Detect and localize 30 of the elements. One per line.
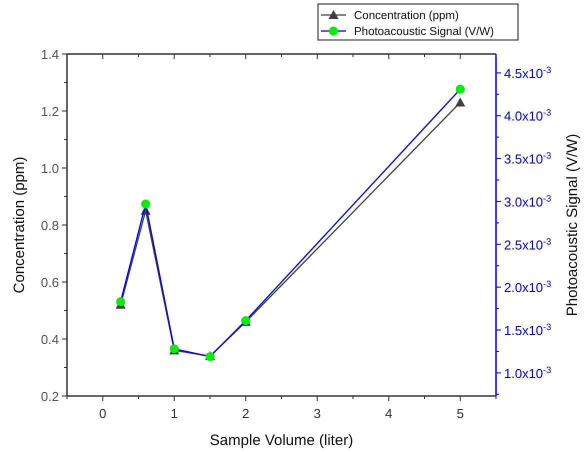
point <box>455 97 466 106</box>
y-axis-title: Concentration (ppm) <box>11 156 28 294</box>
legend-label: Concentration (ppm) <box>354 10 459 22</box>
x-tick-label: 5 <box>456 406 464 421</box>
y2-tick-label: 1.5x10$^{-3}$ <box>504 322 552 338</box>
y2-tick-label: 3.0x10$^{-3}$ <box>504 193 552 210</box>
y2-tick-label: 2.0x10$^{-3}$ <box>504 279 552 296</box>
y-tick-label: 0.8 <box>40 218 59 233</box>
x-tick-label: 4 <box>385 406 392 421</box>
legend-label: Photoacoustic Signal (V/W) <box>354 26 494 38</box>
x-tick-label: 1 <box>170 406 178 421</box>
x-tick-label: 3 <box>314 406 321 421</box>
y2-tick-label: 4.5x10$^{-3}$ <box>504 64 552 81</box>
x-tick-label: 2 <box>242 406 250 421</box>
y-tick-label: 1.0 <box>40 161 59 176</box>
y2-tick-label: 3.5x10$^{-3}$ <box>504 150 552 167</box>
point <box>141 200 150 208</box>
y-tick-label: 0.6 <box>40 275 59 290</box>
y2-tick-label: 2.5x10$^{-3}$ <box>504 236 552 252</box>
y2-tick-label: 4.0x10$^{-3}$ <box>504 108 552 124</box>
y-tick-label: 0.2 <box>40 389 59 404</box>
point <box>456 84 465 94</box>
y2-tick-label: 1.0x10$^{-3}$ <box>504 364 552 381</box>
y-tick-label: 1.4 <box>40 47 59 62</box>
x-axis-title: Sample Volume (liter) <box>210 432 354 449</box>
x-tick-label: 0 <box>99 406 106 421</box>
y-tick-label: 1.2 <box>40 104 59 119</box>
point <box>116 297 126 306</box>
y-tick-label: 0.4 <box>40 332 59 347</box>
y2-axis-title: Photoacoustic Signal (V/W) <box>564 134 581 316</box>
